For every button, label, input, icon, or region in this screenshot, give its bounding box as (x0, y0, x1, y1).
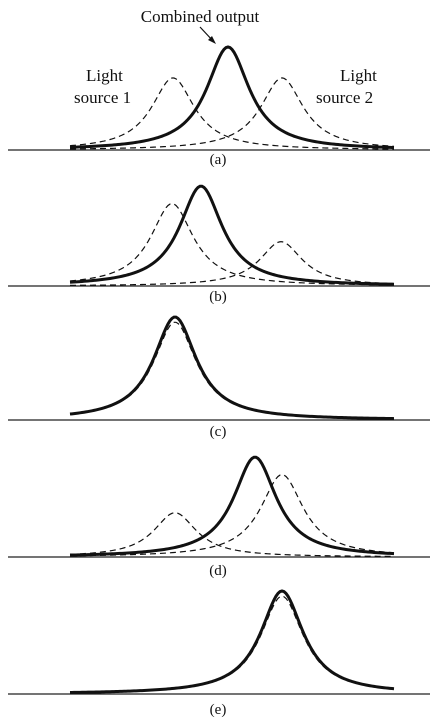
panel-label: (c) (210, 424, 227, 440)
panel-label: (d) (209, 563, 227, 579)
panel-label: (b) (209, 289, 227, 305)
combined-output-curve (69, 315, 395, 421)
light-source-1-curve (69, 512, 395, 557)
light-source-2-curve (69, 241, 395, 286)
panel-label: (e) (210, 702, 227, 718)
combined-output-curve (69, 45, 395, 150)
light-source-2-curve (69, 77, 395, 150)
panel-4: (d) (8, 455, 430, 579)
light-source-1-label-line2: source 1 (74, 88, 131, 107)
light-source-1-label-line1: Light (86, 66, 123, 85)
combined-output-annotation: Combined output (141, 7, 260, 26)
combined-output-arrowhead (208, 36, 216, 44)
panel-label: (a) (210, 152, 227, 168)
light-source-1-curve (69, 77, 395, 150)
panel-2: (b) (8, 184, 430, 305)
light-source-2-label-line1: Light (340, 66, 377, 85)
panel-1: (a) (8, 45, 430, 168)
panel-5: (e) (8, 589, 430, 718)
light-source-1-curve (69, 321, 395, 420)
combined-output-curve (69, 455, 395, 557)
light-source-2-label-line2: source 2 (316, 88, 373, 107)
panel-3: (c) (8, 315, 430, 440)
combined-output-curve (69, 589, 395, 694)
panels: (a) (b) (c) (d) (e) (8, 45, 430, 718)
light-source-2-curve (69, 473, 395, 557)
combined-output-curve (69, 184, 395, 286)
